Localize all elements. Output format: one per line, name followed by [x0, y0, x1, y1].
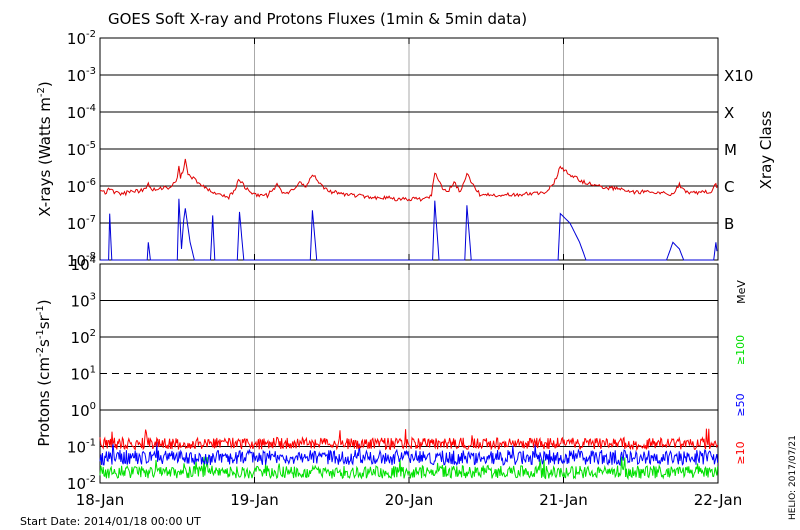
xray-y-axis-label: X-rays (Watts m-2): [36, 81, 54, 216]
x-tick-label: 22-Jan: [694, 491, 742, 509]
proton-legend: ≥10 ≥50 ≥100: [734, 335, 747, 465]
proton-legend-p100: ≥100: [734, 335, 747, 365]
proton-unit-label: MeV: [735, 280, 748, 304]
proton-y-tick-label: 101: [71, 365, 96, 384]
proton-series-p100: [99, 456, 719, 481]
xray-y-tick-label: 10-3: [67, 66, 96, 85]
xray-y-tick-label: 10-2: [67, 29, 96, 48]
proton-series: [99, 428, 719, 481]
xray-series: [99, 158, 718, 261]
xray-series-short: [100, 198, 718, 261]
xray-y-tick-labels: 10-8 10-7 10-6 10-5 10-4 10-3 10-2: [67, 29, 96, 270]
xray-y-tick-label: 10-6: [67, 177, 96, 196]
proton-series-p10: [99, 428, 719, 452]
proton-y-tick-label: 104: [71, 255, 96, 274]
xray-class-label: B: [724, 215, 734, 233]
xray-class-label: X: [724, 104, 734, 122]
xray-class-label: M: [724, 141, 737, 159]
proton-y-tick-label: 102: [71, 328, 96, 347]
time-axis-tick-labels: 18-Jan 19-Jan 20-Jan 21-Jan 22-Jan: [76, 38, 742, 509]
proton-y-tick-label: 100: [71, 401, 96, 420]
xray-class-label: X10: [724, 67, 753, 85]
xray-class-labels: B C M X X10: [724, 67, 753, 233]
proton-legend-p50: ≥50: [734, 393, 747, 416]
proton-panel: 10-2 10-1 100 101 102 103 104 Protons (cm-2s-1…: [35, 255, 748, 493]
x-tick-label: 21-Jan: [539, 491, 587, 509]
xray-y-tick-label: 10-8: [67, 251, 96, 270]
xray-panel: 10-8 10-7 10-6 10-5 10-4 10-3 10-2 B C M X X10 X-r…: [36, 29, 775, 270]
xray-y-tick-label: 10-4: [67, 103, 96, 122]
x-tick-label: 18-Jan: [76, 491, 124, 509]
proton-legend-p10: ≥10: [734, 441, 747, 464]
xray-y-tick-label: 10-5: [67, 140, 96, 159]
proton-vertical-gridlines: [254, 264, 564, 483]
credit-label: HELIO: 2017/07/21: [788, 435, 798, 520]
proton-y-tick-label: 103: [71, 292, 96, 311]
xray-class-label: C: [724, 178, 734, 196]
start-date: Start Date: 2014/01/18 00:00 UT: [20, 515, 201, 528]
proton-y-tick-label: 10-1: [67, 438, 96, 457]
x-tick-label: 19-Jan: [230, 491, 278, 509]
xray-series-long: [99, 158, 718, 202]
xray-class-axis-label: Xray Class: [757, 110, 775, 189]
proton-y-axis-label: Protons (cm-2s-1sr-1): [35, 299, 53, 446]
proton-y-tick-label: 10-2: [67, 474, 96, 493]
proton-series-p50: [99, 441, 719, 467]
xray-y-tick-label: 10-7: [67, 214, 96, 233]
chart-title: GOES Soft X-ray and Protons Fluxes (1min…: [108, 10, 527, 28]
proton-y-tick-labels: 10-2 10-1 100 101 102 103 104: [67, 255, 96, 493]
x-tick-label: 20-Jan: [385, 491, 433, 509]
